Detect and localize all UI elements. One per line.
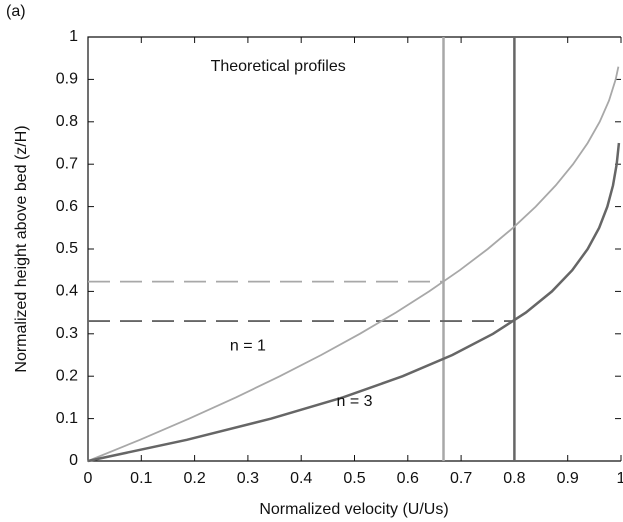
profile-line — [87, 142, 621, 463]
x-tick-label: 0.6 — [397, 470, 419, 487]
x-tick-label: 0.2 — [183, 470, 205, 487]
x-tick-label: 0.1 — [130, 470, 152, 487]
y-tick-label: 0.6 — [56, 198, 78, 215]
series-label: n = 1 — [230, 338, 266, 355]
y-tick-label: 0 — [69, 452, 78, 469]
y-tick-label: 0.9 — [56, 71, 78, 88]
y-tick-label: 0.4 — [56, 283, 78, 300]
series-label: n = 3 — [336, 393, 372, 410]
x-tick-label: 0.4 — [290, 470, 312, 487]
x-tick-label: 1 — [617, 470, 623, 487]
x-tick-label: 0.5 — [343, 470, 365, 487]
y-tick-label: 0.8 — [56, 113, 78, 130]
x-tick-label: 0.9 — [557, 470, 579, 487]
y-tick-label: 0.5 — [56, 240, 78, 257]
panel-label: (a) — [6, 3, 26, 20]
x-axis-label: Normalized velocity (U/Us) — [259, 501, 448, 518]
y-tick-label: 0.1 — [56, 410, 78, 427]
x-tick-label: 0.3 — [237, 470, 259, 487]
y-axis-label: Normalized height above bed (z/H) — [13, 125, 30, 372]
profile-line — [87, 66, 620, 462]
x-tick-label: 0 — [84, 470, 93, 487]
y-tick-label: 1 — [69, 28, 78, 45]
x-tick-label: 0.8 — [503, 470, 525, 487]
annotation: Theoretical profiles — [211, 58, 346, 75]
y-tick-label: 0.3 — [56, 325, 78, 342]
y-tick-label: 0.2 — [56, 367, 78, 384]
x-tick-label: 0.7 — [450, 470, 472, 487]
y-tick-label: 0.7 — [56, 155, 78, 172]
